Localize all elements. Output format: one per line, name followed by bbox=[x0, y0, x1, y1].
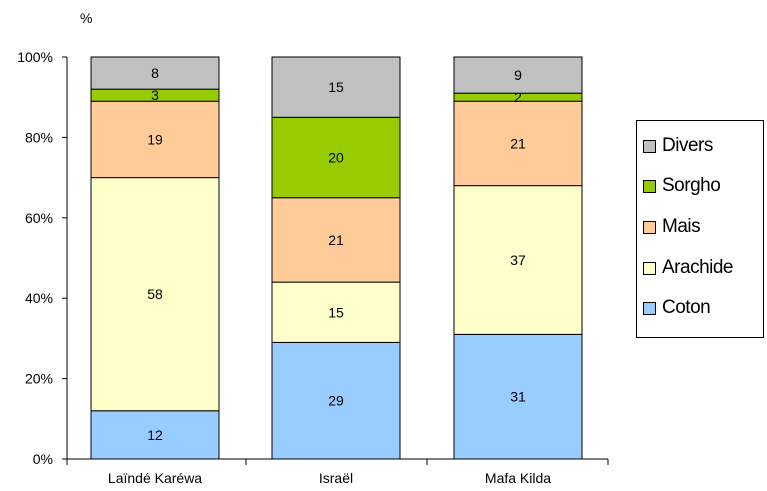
bar-segment-mais bbox=[90, 100, 220, 179]
y-tick-label: 40% bbox=[25, 290, 53, 306]
data-label: 3 bbox=[151, 87, 159, 103]
x-tick-label: Mafa Kilda bbox=[485, 470, 551, 486]
legend-item-mais: Mais bbox=[643, 215, 701, 239]
data-label: 31 bbox=[510, 389, 526, 405]
bar-segment-arachide bbox=[90, 177, 220, 412]
bar-segment-sorgho bbox=[271, 116, 401, 199]
data-label: 15 bbox=[328, 79, 344, 95]
data-label: 21 bbox=[510, 135, 526, 151]
legend-item-sorgho: Sorgho bbox=[643, 174, 721, 198]
legend-label: Mais bbox=[662, 216, 701, 237]
x-tick-label: Israël bbox=[319, 470, 353, 486]
y-unit-label: % bbox=[80, 10, 93, 26]
y-tick-label: 60% bbox=[25, 210, 53, 226]
bar-segment-mais bbox=[453, 100, 583, 187]
legend-swatch bbox=[643, 220, 656, 234]
bar-segment-divers bbox=[453, 56, 583, 94]
legend-swatch bbox=[643, 301, 656, 315]
y-tick-label: 20% bbox=[25, 371, 53, 387]
data-label: 9 bbox=[514, 67, 522, 83]
legend-item-arachide: Arachide bbox=[643, 256, 734, 280]
legend-label: Sorgho bbox=[662, 175, 721, 196]
y-tick-label: 80% bbox=[25, 129, 53, 145]
data-label: 21 bbox=[328, 232, 344, 248]
data-label: 2 bbox=[514, 89, 522, 105]
data-label: 29 bbox=[328, 393, 344, 409]
bar-segment-mais bbox=[271, 197, 401, 283]
data-label: 12 bbox=[147, 427, 163, 443]
data-label: 20 bbox=[328, 150, 344, 166]
y-tick-label: 100% bbox=[17, 49, 53, 65]
data-label: 19 bbox=[147, 131, 163, 147]
legend-label: Divers bbox=[662, 135, 713, 156]
legend-swatch bbox=[643, 261, 656, 275]
data-label: 37 bbox=[510, 252, 526, 268]
bar-segment-divers bbox=[271, 56, 401, 118]
data-label: 58 bbox=[147, 286, 163, 302]
legend-swatch bbox=[643, 139, 656, 153]
bar-segment-arachide bbox=[453, 185, 583, 335]
bar-segment-coton bbox=[271, 341, 401, 460]
bar-segment-coton bbox=[90, 410, 220, 460]
data-label: 15 bbox=[328, 304, 344, 320]
bar-segment-coton bbox=[453, 333, 583, 460]
data-label: 8 bbox=[151, 65, 159, 81]
bar-segment-arachide bbox=[271, 281, 401, 343]
legend-swatch bbox=[643, 179, 656, 193]
bar-segment-divers bbox=[90, 56, 220, 90]
legend-label: Arachide bbox=[662, 257, 734, 278]
y-tick-label: 0% bbox=[33, 451, 53, 467]
x-tick-label: Laïndé Karéwa bbox=[108, 470, 202, 486]
legend-item-coton: Coton bbox=[643, 296, 711, 320]
legend: Divers Sorgho Mais Arachide Coton bbox=[636, 120, 764, 338]
legend-item-divers: Divers bbox=[643, 134, 713, 158]
legend-label: Coton bbox=[662, 297, 711, 318]
